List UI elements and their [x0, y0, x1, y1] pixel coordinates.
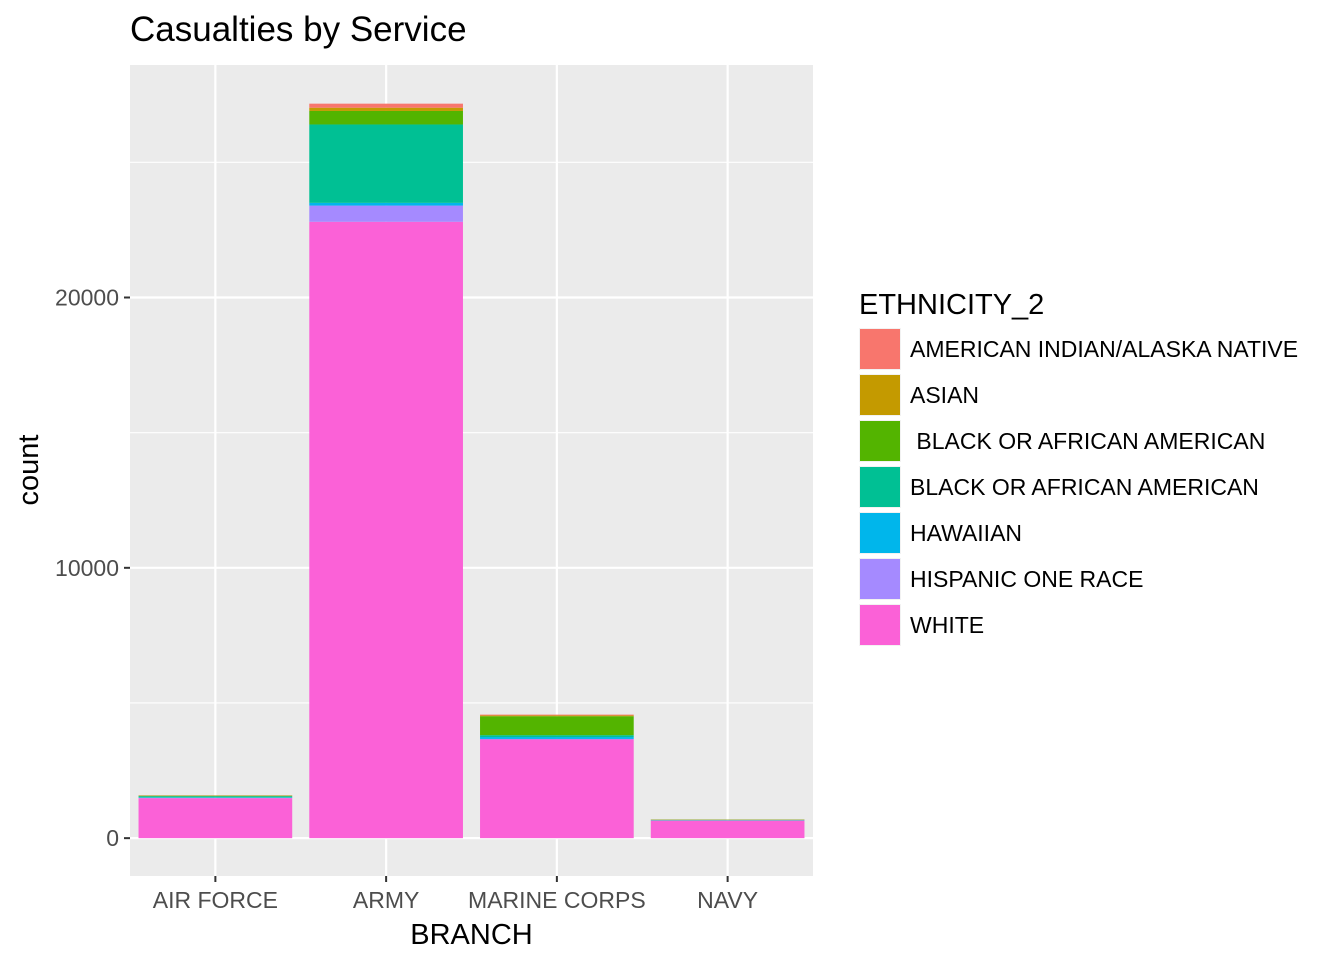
legend-label: HISPANIC ONE RACE — [910, 566, 1143, 592]
legend-label: BLACK OR AFRICAN AMERICAN — [910, 428, 1265, 454]
legend-key — [860, 329, 900, 369]
bar-segment — [309, 107, 463, 111]
legend-key — [860, 375, 900, 415]
bar-segment — [480, 735, 634, 738]
bar-segment — [480, 738, 634, 740]
x-axis-title: BRANCH — [410, 919, 532, 951]
bar-segment — [138, 795, 293, 797]
bar-segment — [480, 737, 634, 739]
legend: ETHNICITY_2 AMERICAN INDIAN/ALASKA NATIV… — [859, 289, 1298, 646]
bar-segment — [138, 796, 293, 798]
bars — [138, 103, 805, 839]
bar-segment — [480, 714, 634, 716]
y-tick-label: 10000 — [55, 555, 119, 581]
bar-segment — [138, 798, 293, 839]
x-tick-label: ARMY — [353, 887, 419, 913]
legend-key — [860, 605, 900, 645]
bar-segment — [480, 715, 634, 717]
chart-title: Casualties by Service — [130, 10, 467, 49]
x-tick-label: NAVY — [697, 887, 758, 913]
bar-segment — [309, 202, 463, 206]
legend-label: BLACK OR AFRICAN AMERICAN — [910, 474, 1259, 500]
bar-segment — [309, 205, 463, 222]
x-tick-label: AIR FORCE — [153, 887, 278, 913]
y-tick-label: 0 — [106, 825, 119, 851]
bar-segment — [650, 820, 805, 839]
y-tick-label: 20000 — [55, 284, 119, 310]
legend-title: ETHNICITY_2 — [859, 289, 1044, 321]
legend-key — [860, 513, 900, 553]
bar-segment — [480, 716, 634, 736]
bar-segment — [309, 221, 463, 839]
bar-segment — [480, 739, 634, 839]
bar-segment — [309, 124, 463, 203]
y-axis-title: count — [13, 435, 45, 506]
legend-label: HAWAIIAN — [910, 520, 1022, 546]
legend-label: WHITE — [910, 612, 984, 638]
axes: 0 10000 20000 AIR FORCE ARMY MARINE CORPS NAVY — [55, 284, 758, 913]
bar-segment — [309, 103, 463, 108]
bar-segment — [138, 797, 293, 798]
plot-panel — [130, 65, 813, 876]
legend-key — [860, 467, 900, 507]
legend-label: ASIAN — [910, 382, 979, 408]
x-tick-label: MARINE CORPS — [468, 887, 646, 913]
bar-segment — [309, 110, 463, 125]
legend-key — [860, 559, 900, 599]
legend-label: AMERICAN INDIAN/ALASKA NATIVE — [910, 336, 1298, 362]
legend-key — [860, 421, 900, 461]
